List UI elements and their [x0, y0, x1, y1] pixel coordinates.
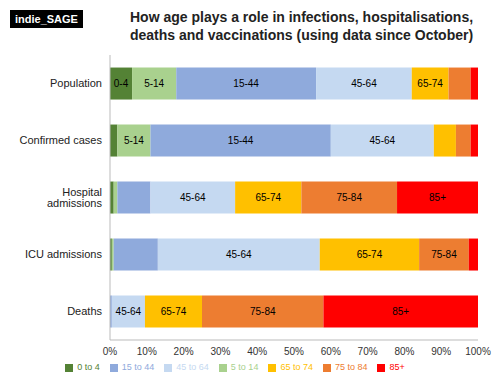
html-text:75 to 84: 75 to 84	[334, 362, 368, 372]
svg-text:90%: 90%	[431, 346, 451, 357]
html-text:65 to 74: 65 to 74	[280, 362, 313, 372]
svg-text:65-74: 65-74	[417, 78, 443, 89]
html-text:15 to 44: 15 to 44	[121, 362, 155, 372]
svg-text:45-64: 45-64	[116, 306, 142, 317]
svg-text:0%: 0%	[103, 346, 118, 357]
svg-text:0-4: 0-4	[114, 78, 129, 89]
html-text:85+: 85+	[389, 362, 405, 372]
svg-text:80%: 80%	[394, 346, 414, 357]
svg-text:15-44: 15-44	[233, 78, 259, 89]
svg-text:75-84: 75-84	[250, 306, 276, 317]
svg-text:5-14: 5-14	[144, 78, 164, 89]
svg-text:75-84: 75-84	[336, 192, 362, 203]
svg-text:15-44: 15-44	[228, 135, 254, 146]
html-text:5 to 14: 5 to 14	[230, 362, 259, 372]
svg-text:50%: 50%	[284, 346, 304, 357]
html-text:How age plays a role in infect: How age plays a role in infections, hosp…	[130, 9, 474, 43]
svg-text:65-74: 65-74	[357, 249, 383, 260]
svg-text:65-74: 65-74	[255, 192, 281, 203]
svg-text:85+: 85+	[429, 192, 446, 203]
svg-text:60%: 60%	[321, 346, 341, 357]
svg-text:ICU admissions: ICU admissions	[25, 248, 103, 260]
svg-text:45-64: 45-64	[351, 78, 377, 89]
svg-text:85+: 85+	[392, 306, 409, 317]
svg-text:70%: 70%	[358, 346, 378, 357]
svg-text:10%: 10%	[137, 346, 157, 357]
svg-text:100%: 100%	[465, 346, 491, 357]
svg-text:30%: 30%	[210, 346, 230, 357]
svg-text:5-14: 5-14	[124, 135, 144, 146]
svg-text:Confirmed cases: Confirmed cases	[19, 134, 102, 146]
html-text:0 to 4: 0 to 4	[77, 362, 100, 372]
svg-text:75-84: 75-84	[431, 249, 457, 260]
svg-text:Population: Population	[50, 77, 102, 89]
svg-text:45-64: 45-64	[226, 249, 252, 260]
svg-text:45-64: 45-64	[180, 192, 206, 203]
html-text:45 to 64: 45 to 64	[176, 362, 209, 372]
svg-text:Hospitaladmissions: Hospitaladmissions	[47, 186, 103, 209]
svg-text:40%: 40%	[247, 346, 267, 357]
svg-text:45-64: 45-64	[370, 135, 396, 146]
svg-text:Deaths: Deaths	[67, 305, 102, 317]
html-text:indie_SAGE: indie_SAGE	[15, 13, 78, 25]
svg-text:65-74: 65-74	[161, 306, 187, 317]
svg-text:20%: 20%	[174, 346, 194, 357]
